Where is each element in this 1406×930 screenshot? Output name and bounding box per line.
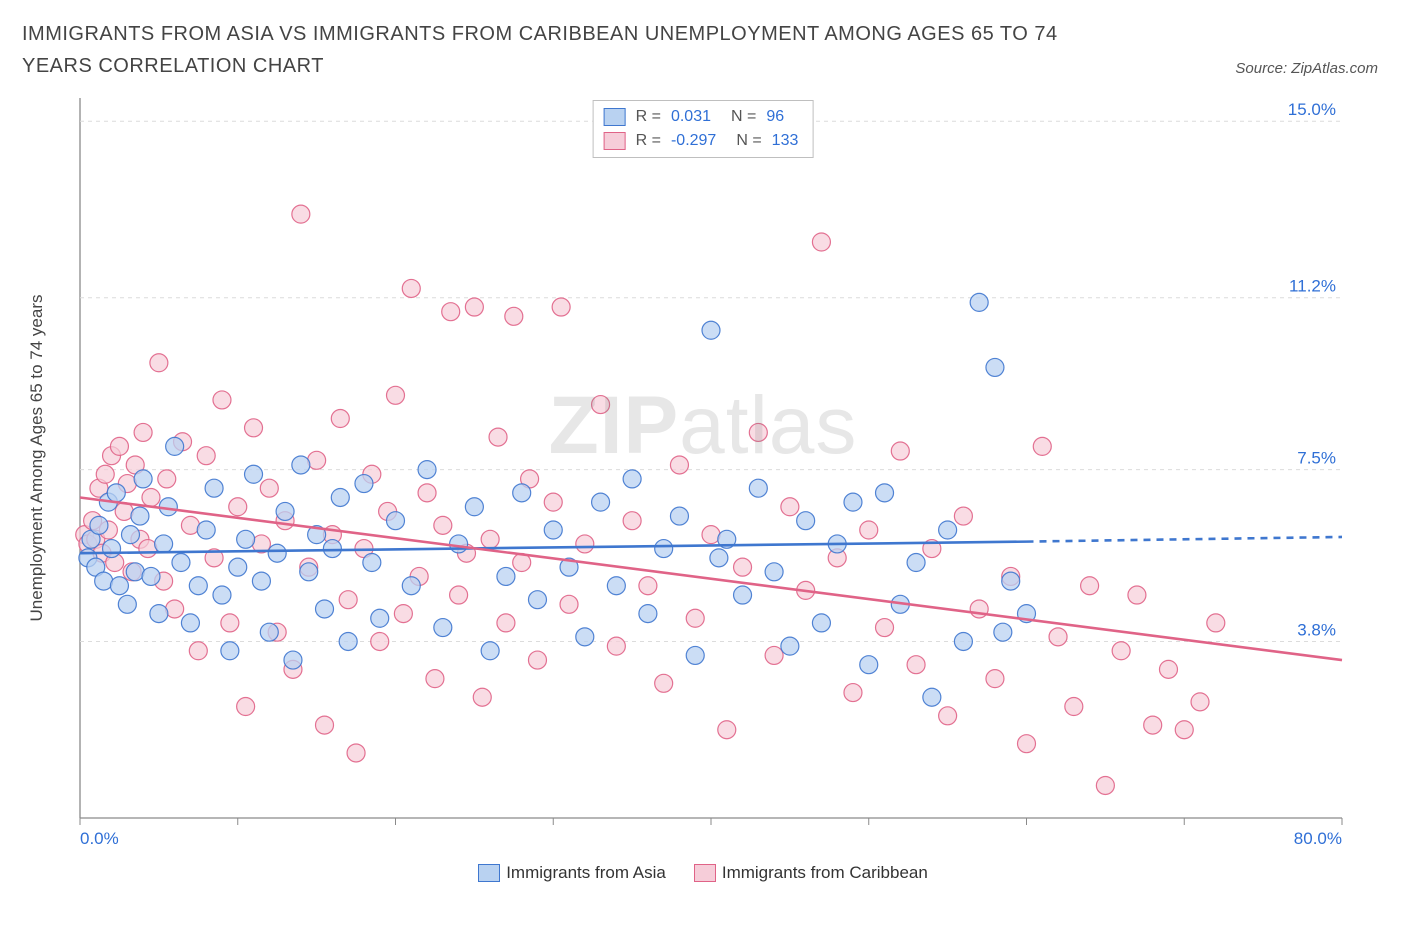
- legend-r-value: 0.031: [671, 105, 711, 129]
- chart-title: IMMIGRANTS FROM ASIA VS IMMIGRANTS FROM …: [22, 18, 1122, 82]
- legend-swatch: [694, 864, 716, 882]
- legend-n-label: N =: [731, 105, 756, 129]
- legend-r-label: R =: [636, 129, 661, 153]
- svg-text:0.0%: 0.0%: [80, 829, 119, 848]
- legend-swatch: [604, 132, 626, 150]
- legend-series-item: Immigrants from Caribbean: [694, 863, 928, 883]
- legend-stat-row: R = -0.297 N = 133: [604, 129, 799, 153]
- legend-r-label: R =: [636, 105, 661, 129]
- source-credit: Source: ZipAtlas.com: [1235, 60, 1378, 77]
- chart-container: ZIPatlas R = 0.031 N = 96 R = -0.297 N =…: [22, 92, 1384, 887]
- legend-n-value: 96: [766, 105, 784, 129]
- svg-text:11.2%: 11.2%: [1289, 277, 1336, 296]
- source-prefix: Source:: [1235, 60, 1291, 77]
- legend-series-item: Immigrants from Asia: [478, 863, 666, 883]
- legend-stat-row: R = 0.031 N = 96: [604, 105, 799, 129]
- svg-text:15.0%: 15.0%: [1288, 100, 1336, 119]
- legend-r-value: -0.297: [671, 129, 716, 153]
- legend-n-label: N =: [736, 129, 761, 153]
- legend-swatch: [604, 108, 626, 126]
- legend-bottom: Immigrants from Asia Immigrants from Cari…: [22, 863, 1384, 887]
- svg-text:3.8%: 3.8%: [1297, 620, 1336, 639]
- legend-series-label: Immigrants from Caribbean: [722, 863, 928, 883]
- legend-n-value: 133: [772, 129, 799, 153]
- legend-stats-box: R = 0.031 N = 96 R = -0.297 N = 133: [593, 100, 814, 158]
- source-name: ZipAtlas.com: [1291, 60, 1378, 77]
- svg-text:80.0%: 80.0%: [1294, 829, 1342, 848]
- legend-swatch: [478, 864, 500, 882]
- svg-text:Unemployment Among Ages 65 to: Unemployment Among Ages 65 to 74 years: [27, 295, 46, 622]
- svg-text:7.5%: 7.5%: [1297, 449, 1336, 468]
- legend-series-label: Immigrants from Asia: [506, 863, 666, 883]
- scatter-chart: 3.8% 7.5% 11.2% 15.0% 0.0% 80.0% Unemployment …: [22, 92, 1352, 852]
